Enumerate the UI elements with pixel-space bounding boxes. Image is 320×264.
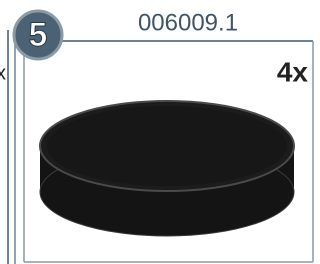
partial-text: x <box>0 62 6 84</box>
part-illustration <box>40 101 294 236</box>
page: x 5 006009.1 4x (() => { const data = JS… <box>0 0 315 264</box>
puck-top-face <box>47 106 287 186</box>
step-number: 5 <box>29 16 48 54</box>
part-number: 006009.1 <box>138 9 238 36</box>
instruction-step: x 5 006009.1 4x <box>0 0 315 264</box>
quantity: 4x <box>277 56 309 87</box>
